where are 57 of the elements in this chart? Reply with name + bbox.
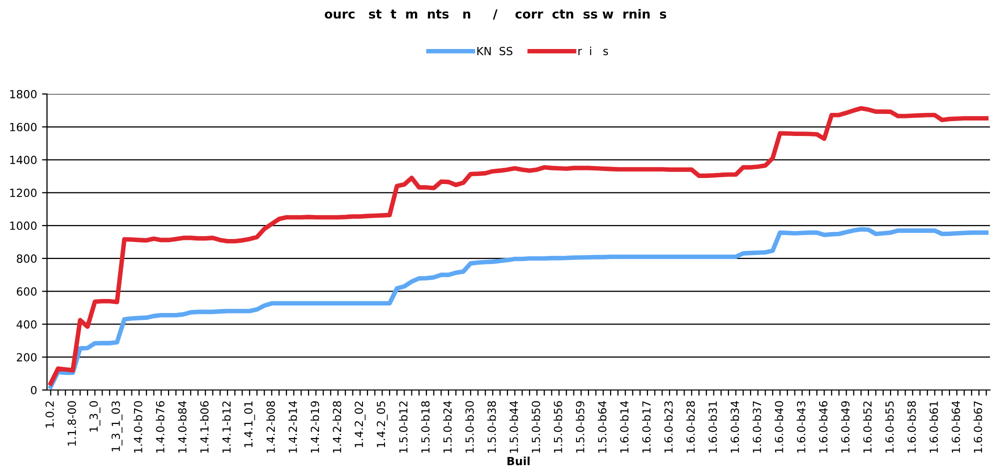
x-tick-label: 1.6.0-b64 xyxy=(951,401,960,453)
x-tick-label: 1.4.2-b28 xyxy=(332,401,342,453)
x-tick-label: 1.4.0-b76 xyxy=(156,401,164,453)
x-tick-label: 1.4.2-b14 xyxy=(288,401,298,453)
x-tick-label: 1_3_0 xyxy=(89,401,100,432)
chart-title: ourc st t m nts n / corr ctn ss w rnin s xyxy=(324,8,666,20)
y-tick-label: 1800 xyxy=(10,90,37,98)
x-tick-label: 1.5.0-b44 xyxy=(509,401,518,453)
x-tick-label: 1.6.0-b61 xyxy=(929,401,938,453)
x-tick-label: 1.0.2 xyxy=(46,402,54,428)
y-tick-label: 800 xyxy=(16,254,37,263)
y-tick-label: 600 xyxy=(16,287,37,296)
x-tick-label: 1.4.2_02 xyxy=(354,402,366,448)
y-tick-label: 200 xyxy=(16,353,37,362)
x-tick-label: 1.4.2_05 xyxy=(376,401,388,448)
x-tick-label: 1.6.0-b52 xyxy=(863,402,872,453)
x-tick-label: 1.4.1-b12 xyxy=(222,402,231,453)
x-tick-label: 1.6.0-b28 xyxy=(686,401,695,453)
x-tick-label: 1.5.0-b56 xyxy=(554,401,562,453)
y-tick-label: 1000 xyxy=(10,222,37,230)
legend-label: KN SS xyxy=(477,46,512,56)
x-tick-label: 1.5.0-b24 xyxy=(443,401,452,453)
x-tick-label: 1.4.0-b84 xyxy=(178,401,187,453)
x-tick-label: 1.1.8-00 xyxy=(68,401,76,446)
x-tick-label: 1.5.0-b12 xyxy=(398,402,408,453)
x-axis-title: Buil xyxy=(508,456,530,466)
y-tick-label: 0 xyxy=(30,386,37,394)
x-tick-label: 1.4.2-b19 xyxy=(310,401,320,453)
x-tick-label: 1.6.0-b46 xyxy=(818,401,828,453)
x-tick-label: 1.6.0-b14 xyxy=(620,401,629,453)
y-tick-label: 1600 xyxy=(10,122,37,132)
x-tick-label: 1.6.0-b43 xyxy=(796,401,806,453)
x-tick-label: 1.6.0-b58 xyxy=(907,401,916,453)
x-tick-label: 1.6.0-b31 xyxy=(708,401,717,453)
x-tick-label: 1.6.0-b17 xyxy=(642,401,651,453)
legend-label: r i s xyxy=(578,46,608,56)
y-tick-label: 1200 xyxy=(10,188,37,198)
x-tick-label: 1.5.0-b18 xyxy=(421,401,430,453)
x-tick-label: 1.4.0-b70 xyxy=(134,401,142,453)
y-tick-label: 1400 xyxy=(10,156,37,164)
x-tick-label: 1.6.0-b40 xyxy=(774,401,784,453)
x-tick-label: 1.6.0-b55 xyxy=(885,401,894,453)
x-tick-label: 1.6.0-b67 xyxy=(974,401,982,453)
x-tick-label: 1.5.0-b64 xyxy=(598,401,606,453)
x-tick-label: 1_3_1_03 xyxy=(112,401,122,452)
x-tick-label: 1.5.0-b38 xyxy=(487,401,496,453)
x-tick-label: 1.5.0-b59 xyxy=(576,401,584,453)
x-tick-label: 1.5.0-b30 xyxy=(465,401,474,453)
x-tick-label: 1.6.0-b49 xyxy=(840,401,850,453)
x-tick-label: 1.6.0-b23 xyxy=(664,401,673,453)
x-tick-label: 1.4.2-b08 xyxy=(266,401,275,453)
x-tick-label: 1.4.1_01 xyxy=(244,401,256,448)
x-tick-label: 1.5.0-b50 xyxy=(532,401,540,453)
x-tick-label: 1.6.0-b34 xyxy=(730,401,740,453)
x-tick-label: 1.6.0-b37 xyxy=(752,401,762,453)
y-tick-label: 400 xyxy=(16,320,37,329)
x-tick-label: 1.4.1-b06 xyxy=(200,401,209,453)
